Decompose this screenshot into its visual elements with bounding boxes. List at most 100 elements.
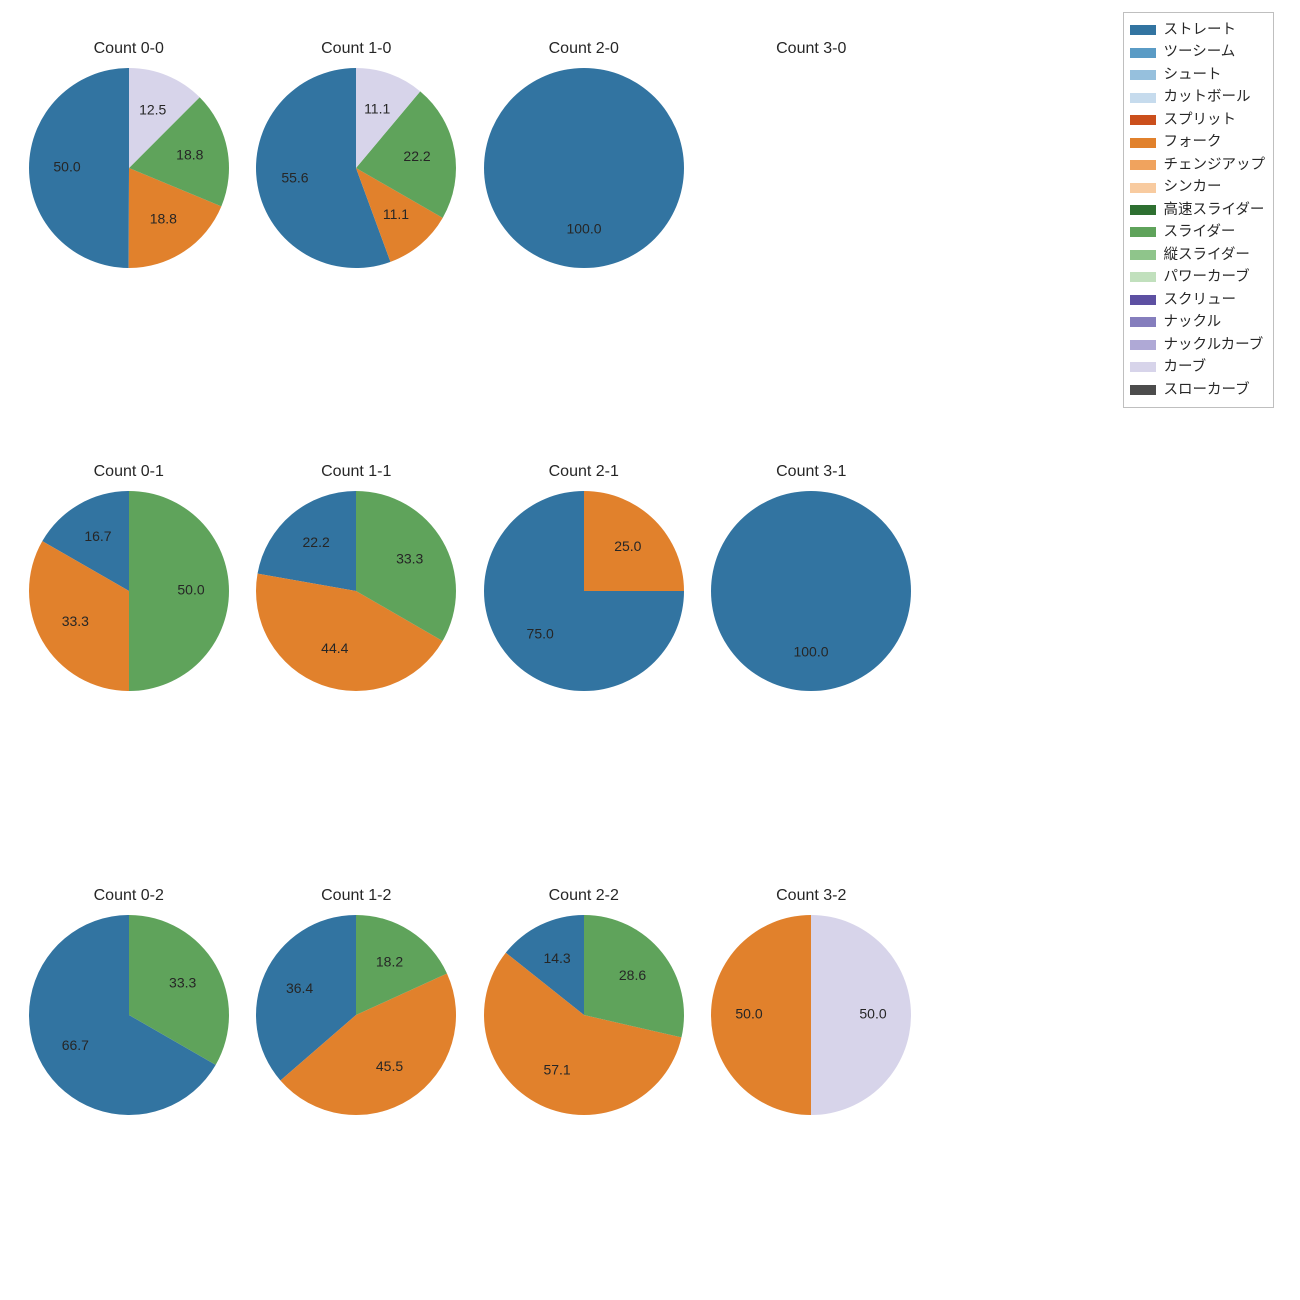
panel-title: Count 3-2	[776, 887, 846, 905]
legend-row: ストレート	[1130, 19, 1266, 41]
legend-label: スライダー	[1164, 221, 1236, 243]
slice-label: 14.3	[543, 950, 570, 966]
panel-title: Count 1-1	[321, 463, 391, 481]
legend-row: 縦スライダー	[1130, 244, 1266, 266]
legend-row: ツーシーム	[1130, 41, 1266, 63]
legend-row: シュート	[1130, 64, 1266, 86]
slice-label: 12.5	[139, 101, 166, 117]
legend-label: フォーク	[1164, 131, 1222, 153]
pie-holder: 16.733.350.0	[29, 491, 229, 691]
panel-title: Count 0-0	[94, 40, 164, 58]
legend-label: ツーシーム	[1164, 41, 1236, 63]
pie-panel: Count 3-2 50.050.0	[703, 887, 921, 1260]
slice-label: 50.0	[736, 1005, 763, 1021]
legend-label: ストレート	[1164, 19, 1237, 41]
legend-label: ナックル	[1164, 311, 1222, 333]
legend-swatch	[1130, 48, 1156, 58]
legend-swatch	[1130, 272, 1156, 282]
pie-holder: 66.733.3	[29, 915, 229, 1115]
legend-row: ナックル	[1130, 311, 1266, 333]
legend-row: スローカーブ	[1130, 379, 1266, 401]
legend-swatch	[1130, 340, 1156, 350]
pie-panel: Count 2-2 14.3 57.1 28.6	[475, 887, 693, 1260]
slice-label: 16.7	[84, 528, 111, 544]
legend-row: スライダー	[1130, 221, 1266, 243]
pie-holder: 22.244.433.3	[256, 491, 456, 691]
pie-slice	[711, 491, 911, 691]
panel-title: Count 3-0	[776, 40, 846, 58]
legend-label: カーブ	[1164, 356, 1207, 378]
legend-row: スクリュー	[1130, 289, 1266, 311]
legend-swatch	[1130, 317, 1156, 327]
legend-row: カーブ	[1130, 356, 1266, 378]
panel-title: Count 2-1	[549, 463, 619, 481]
legend-swatch	[1130, 70, 1156, 80]
slice-label: 18.8	[176, 147, 203, 163]
pie-panel: Count 3-1 100.0	[703, 463, 921, 836]
slice-label: 25.0	[614, 538, 641, 554]
legend-row: チェンジアップ	[1130, 154, 1266, 176]
legend-swatch	[1130, 115, 1156, 125]
slice-label: 22.2	[404, 148, 431, 164]
legend-swatch	[1130, 295, 1156, 305]
slice-label: 33.3	[169, 974, 196, 990]
pie-holder: 75.0 25.0	[484, 491, 684, 691]
legend-label: スローカーブ	[1164, 379, 1250, 401]
legend-row: スプリット	[1130, 109, 1266, 131]
legend-label: チェンジアップ	[1164, 154, 1266, 176]
legend-row: ナックルカーブ	[1130, 334, 1266, 356]
panel-title: Count 2-2	[549, 887, 619, 905]
panel-title: Count 1-0	[321, 40, 391, 58]
legend-row: パワーカーブ	[1130, 266, 1266, 288]
slice-label: 55.6	[282, 170, 309, 186]
pie-panel: Count 1-236.445.518.2	[248, 887, 466, 1260]
legend-label: スクリュー	[1164, 289, 1237, 311]
slice-label: 100.0	[566, 221, 601, 237]
slice-label: 50.0	[53, 159, 80, 175]
legend-swatch	[1130, 138, 1156, 148]
legend-swatch	[1130, 160, 1156, 170]
pie-holder: 100.0	[711, 491, 911, 691]
pie-holder: 36.445.518.2	[256, 915, 456, 1115]
legend-swatch	[1130, 183, 1156, 193]
legend-label: シンカー	[1164, 176, 1222, 198]
legend-swatch	[1130, 25, 1156, 35]
slice-label: 11.1	[383, 206, 409, 222]
pie-holder: 14.3 57.1 28.6	[484, 915, 684, 1115]
legend-row: カットボール	[1130, 86, 1266, 108]
legend-swatch	[1130, 385, 1156, 395]
legend-row: シンカー	[1130, 176, 1266, 198]
slice-label: 100.0	[794, 644, 829, 660]
pie-grid: Count 0-0 50.0 18.8 18.8 12.5 Count 1-0 55.6 11…	[20, 40, 920, 1260]
legend-label: シュート	[1164, 64, 1222, 86]
legend-label: 縦スライダー	[1164, 244, 1250, 266]
slice-label: 11.1	[364, 100, 390, 116]
pie-holder	[711, 68, 911, 268]
pie-panel: Count 0-2 66.733.3	[20, 887, 238, 1260]
legend-label: ナックルカーブ	[1164, 334, 1264, 356]
slice-label: 18.8	[149, 210, 176, 226]
panel-title: Count 1-2	[321, 887, 391, 905]
slice-label: 57.1	[543, 1061, 570, 1077]
legend-swatch	[1130, 227, 1156, 237]
legend: ストレートツーシームシュートカットボールスプリットフォークチェンジアップシンカー…	[1123, 12, 1275, 408]
slice-label: 28.6	[619, 967, 646, 983]
slice-label: 33.3	[61, 613, 88, 629]
panel-title: Count 0-2	[94, 887, 164, 905]
slice-label: 44.4	[321, 640, 348, 656]
pie-panel: Count 3-0	[703, 40, 921, 413]
pie-holder: 50.050.0	[711, 915, 911, 1115]
legend-swatch	[1130, 250, 1156, 260]
legend-swatch	[1130, 362, 1156, 372]
slice-label: 18.2	[376, 953, 403, 969]
pie-panel: Count 0-116.733.350.0	[20, 463, 238, 836]
pie-panel: Count 2-1 75.0 25.0	[475, 463, 693, 836]
slice-label: 45.5	[376, 1058, 403, 1074]
pie-panel: Count 0-0 50.0 18.8 18.8 12.5	[20, 40, 238, 413]
legend-swatch	[1130, 93, 1156, 103]
legend-label: スプリット	[1164, 109, 1237, 131]
legend-label: パワーカーブ	[1164, 266, 1250, 288]
panel-title: Count 3-1	[776, 463, 846, 481]
slice-label: 75.0	[526, 626, 553, 642]
pie-holder: 50.0 18.8 18.8 12.5	[29, 68, 229, 268]
